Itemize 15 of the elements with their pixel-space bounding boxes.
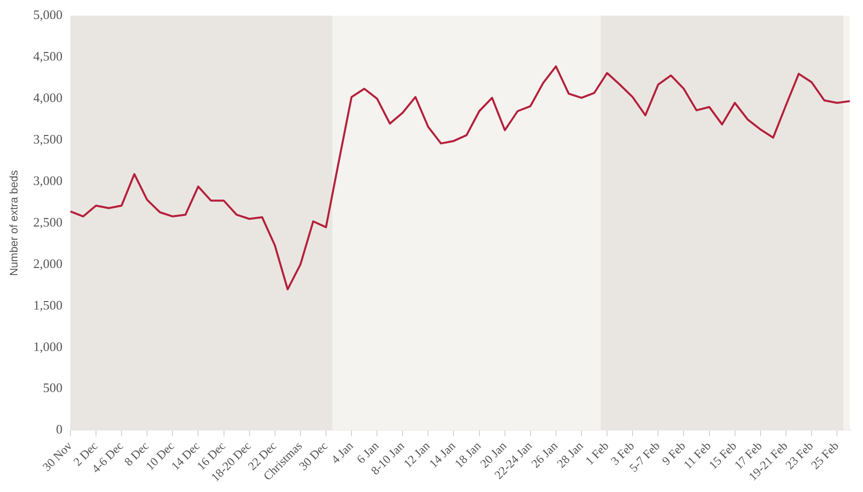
x-tick-label: 1 Feb (582, 438, 612, 468)
y-tick-label: 1,000 (33, 338, 62, 354)
y-tick-label: 3,500 (33, 132, 62, 147)
y-tick-label: 4,000 (33, 90, 62, 106)
y-tick-label: 2,500 (33, 214, 62, 230)
y-tick-label: 4,500 (33, 48, 62, 64)
x-tick-label: 4 Jan (328, 438, 356, 466)
y-tick-label: 1,500 (33, 297, 62, 312)
y-tick-label: 500 (42, 380, 62, 396)
y-tick-label: 2,000 (33, 256, 62, 271)
y-tick-label: 3,000 (33, 173, 62, 188)
y-tick-label: 0 (56, 422, 62, 437)
y-axis-title: Number of extra beds (8, 170, 21, 276)
x-tick-label: 30 Nov (40, 438, 75, 474)
y-tick-label: 5,000 (33, 7, 62, 22)
